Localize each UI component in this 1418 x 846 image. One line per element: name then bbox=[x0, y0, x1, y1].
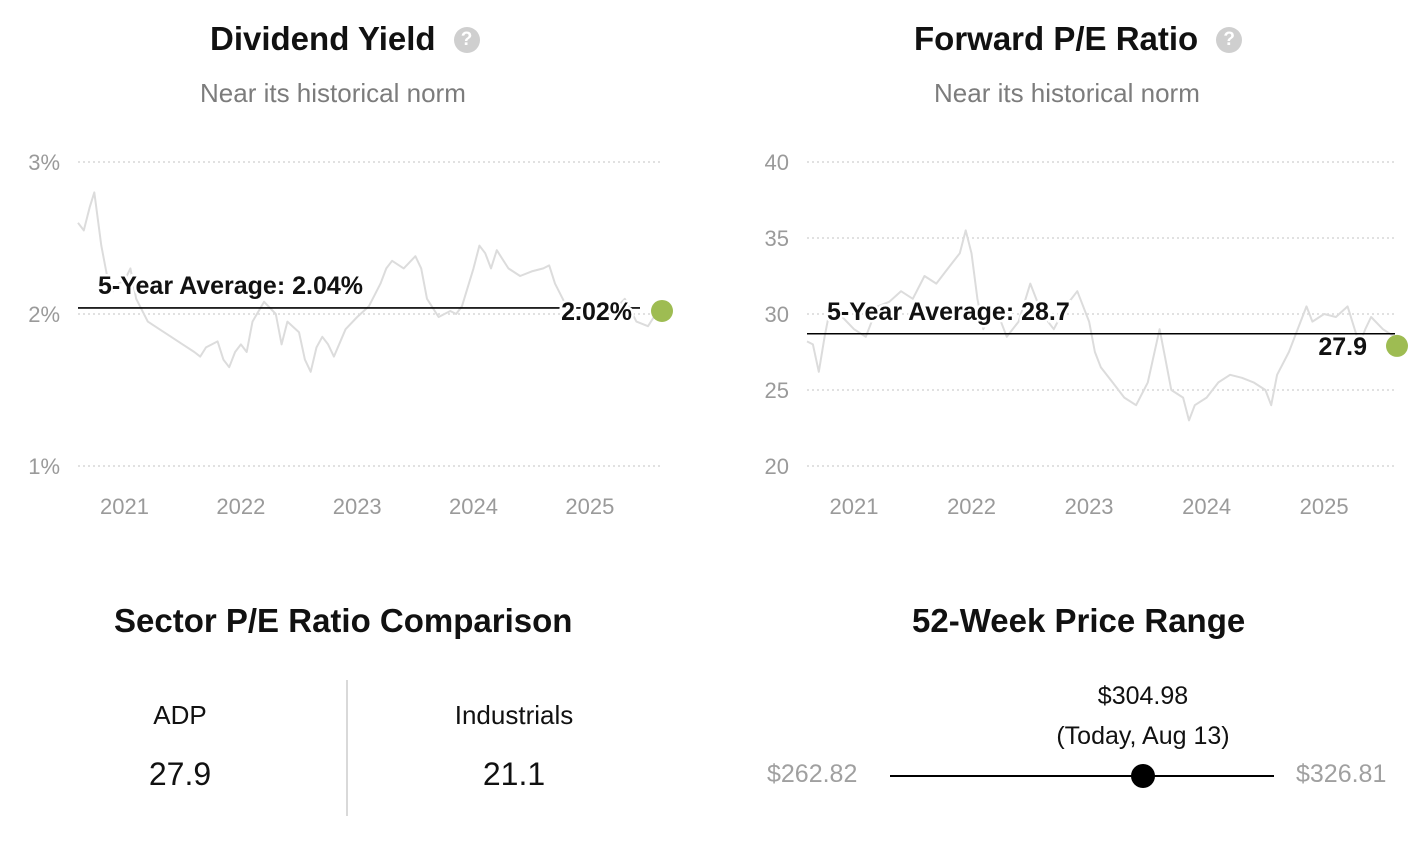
price-range-title: 52-Week Price Range bbox=[912, 602, 1246, 639]
x-tick-label: 2025 bbox=[1300, 494, 1349, 519]
price-range-track bbox=[890, 764, 1274, 788]
dividend-yield-chart: 1% 2% 3% 2021 2022 2023 2024 2025 5-Year Average… bbox=[28, 150, 673, 519]
sector-item-industrials-value: 21.1 bbox=[482, 756, 546, 792]
question-icon[interactable]: ? bbox=[1216, 27, 1243, 53]
sector-item-industrials-label: Industrials bbox=[454, 700, 574, 730]
y-tick-label: 30 bbox=[765, 302, 789, 327]
y-tick-label: 2% bbox=[28, 302, 60, 327]
y-tick-label: 40 bbox=[765, 150, 789, 175]
y-tick-label: 1% bbox=[28, 454, 60, 479]
sector-item-adp-label: ADP bbox=[153, 700, 207, 730]
forward-pe-title-text: Forward P/E Ratio bbox=[914, 20, 1199, 57]
current-price: $304.98 bbox=[1097, 682, 1189, 710]
current-date: (Today, Aug 13) bbox=[1056, 722, 1230, 750]
current-price-marker bbox=[1130, 764, 1155, 788]
x-tick-label: 2023 bbox=[1065, 494, 1114, 519]
dividend-yield-title: Dividend Yield? bbox=[210, 20, 480, 58]
forward-pe-title: Forward P/E Ratio? bbox=[914, 20, 1243, 58]
price-range-current: $304.98 (Today, Aug 13) bbox=[993, 676, 1293, 756]
current-value-label: 27.9 bbox=[1318, 333, 1367, 361]
x-tick-label: 2021 bbox=[100, 494, 149, 519]
y-tick-label: 20 bbox=[765, 454, 789, 479]
series-line bbox=[806, 229, 1396, 422]
x-tick-label: 2021 bbox=[830, 494, 879, 519]
average-label: 5-Year Average: 28.7 bbox=[827, 298, 1070, 326]
x-tick-label: 2022 bbox=[216, 494, 265, 519]
average-label: 5-Year Average: 2.04% bbox=[98, 272, 363, 300]
forward-pe-subtitle: Near its historical norm bbox=[934, 78, 1200, 108]
x-tick-label: 2023 bbox=[333, 494, 382, 519]
current-point bbox=[1386, 334, 1408, 357]
sector-comparison-title: Sector P/E Ratio Comparison bbox=[114, 602, 573, 639]
current-value-label: 2.02% bbox=[561, 298, 632, 326]
price-range-low: $262.82 bbox=[767, 760, 858, 788]
x-tick-label: 2025 bbox=[565, 494, 614, 519]
x-tick-label: 2022 bbox=[947, 494, 996, 519]
y-tick-label: 25 bbox=[765, 378, 789, 403]
sector-item-adp-value: 27.9 bbox=[148, 756, 212, 792]
y-tick-label: 3% bbox=[28, 150, 60, 175]
x-tick-label: 2024 bbox=[1182, 494, 1231, 519]
x-tick-label: 2024 bbox=[449, 494, 498, 519]
series-line bbox=[77, 191, 661, 373]
dividend-yield-subtitle: Near its historical norm bbox=[200, 78, 466, 108]
price-range-high: $326.81 bbox=[1296, 760, 1387, 788]
y-tick-label: 35 bbox=[765, 226, 789, 251]
dividend-yield-title-text: Dividend Yield bbox=[210, 20, 436, 57]
current-point bbox=[651, 299, 673, 322]
question-icon[interactable]: ? bbox=[453, 27, 480, 53]
sector-divider bbox=[346, 680, 348, 816]
